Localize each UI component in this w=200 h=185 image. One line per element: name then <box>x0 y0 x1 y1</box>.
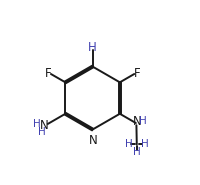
Text: H: H <box>88 41 97 54</box>
Text: H: H <box>38 127 46 137</box>
Text: F: F <box>45 67 51 80</box>
Text: F: F <box>134 67 140 80</box>
Text: H: H <box>139 116 147 126</box>
Text: N: N <box>132 115 141 128</box>
Text: N: N <box>40 119 49 132</box>
Text: N: N <box>89 134 98 147</box>
Text: H: H <box>141 139 148 149</box>
Text: H: H <box>125 139 133 149</box>
Text: H: H <box>33 119 40 130</box>
Text: H: H <box>133 147 141 157</box>
